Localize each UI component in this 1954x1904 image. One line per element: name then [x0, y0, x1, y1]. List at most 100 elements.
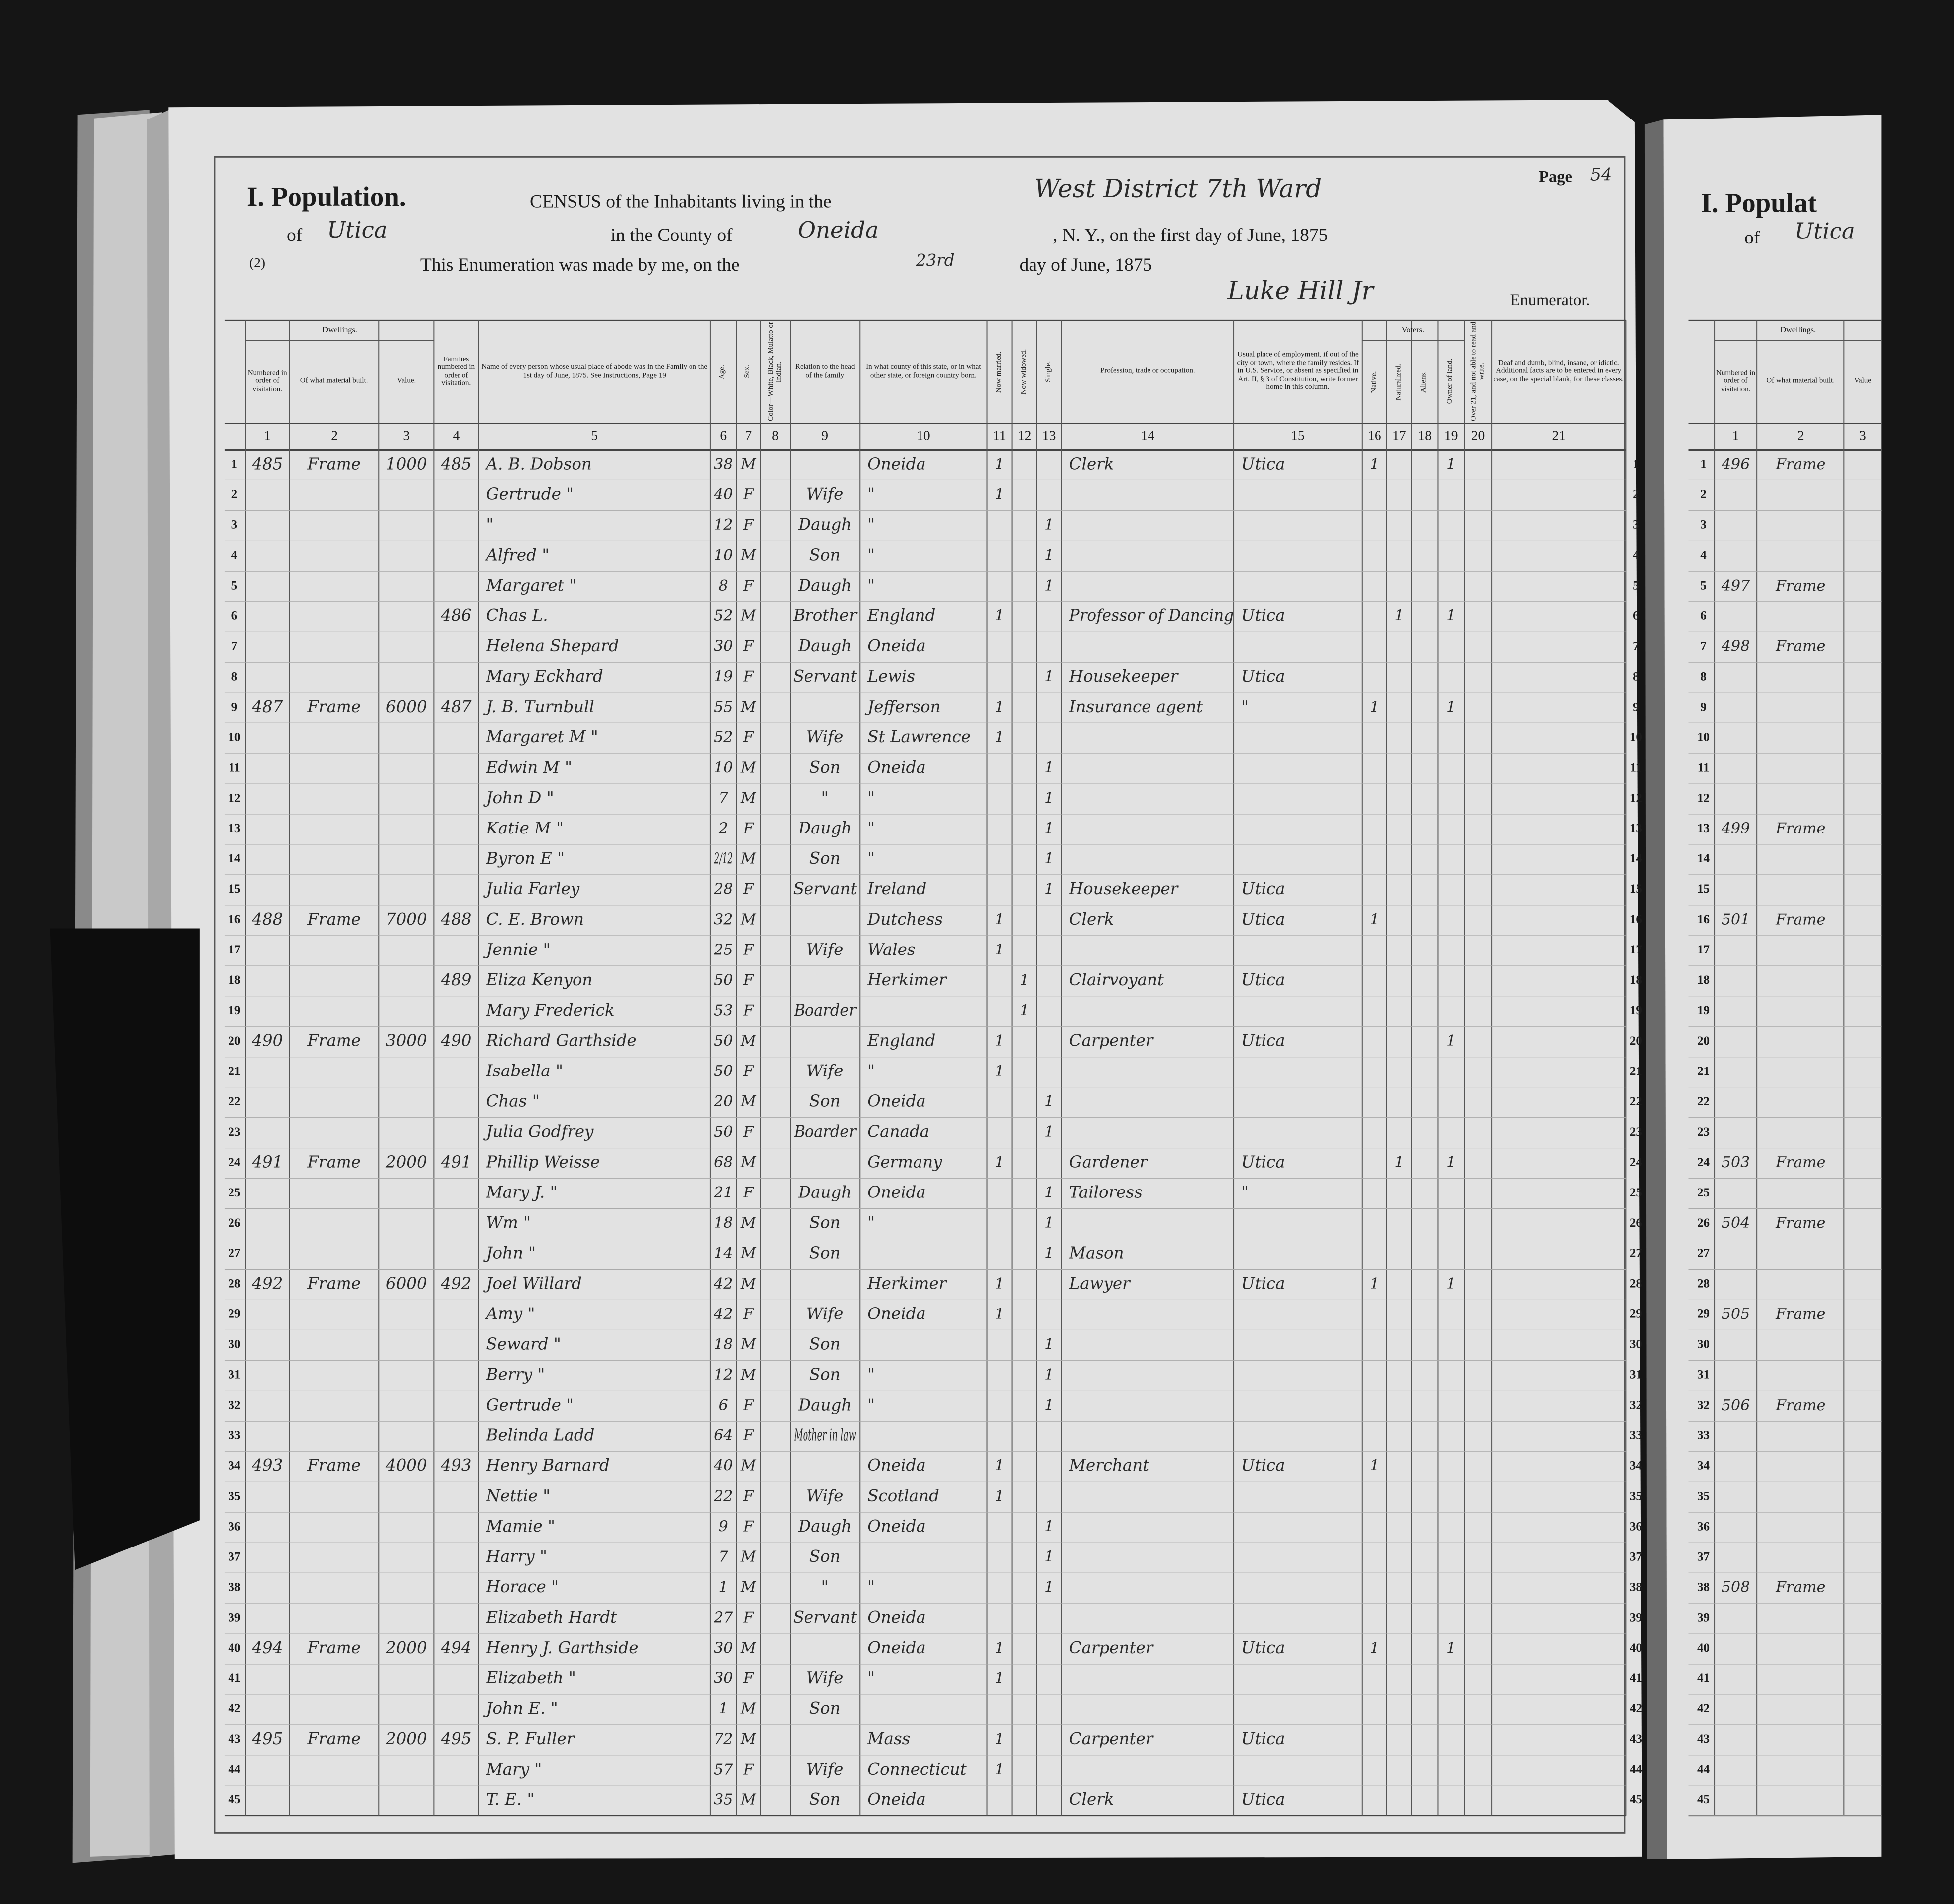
line-number: 30: [1630, 1338, 1642, 1351]
entry-col-14: Carpenter: [1069, 1031, 1154, 1050]
column-header: Profession, trade or occupation.: [1062, 320, 1234, 424]
entry-col-6: 28: [713, 880, 733, 898]
entry-col-19: 1: [1446, 1275, 1456, 1293]
entry-col-11: 1: [995, 1669, 1004, 1687]
entry-col-4: 492: [440, 1274, 471, 1293]
column-header: Sex.: [736, 320, 760, 424]
entry-col-6: 50: [714, 1032, 733, 1050]
entry-col-16: 1: [1370, 1275, 1379, 1293]
entry-col-1: 492: [251, 1274, 283, 1293]
entry-col-19: 1: [1446, 699, 1456, 716]
entry-col-10: ": [867, 1668, 875, 1687]
entry-col-7: F: [743, 1002, 754, 1019]
entry-col-11: 1: [995, 1761, 1004, 1778]
entry-col-7: M: [740, 1457, 757, 1475]
line-number: 27: [1630, 1247, 1642, 1260]
right-line-number: 23: [1697, 1125, 1710, 1139]
column-number: 19: [1444, 427, 1458, 443]
right-entry-col-1: 496: [1721, 456, 1750, 473]
column-header: Aliens.: [1412, 340, 1438, 424]
right-of-label: of: [1744, 228, 1760, 248]
entry-col-6: 53: [714, 1002, 733, 1019]
line-number: 43: [1630, 1732, 1642, 1746]
entry-col-15: Utica: [1241, 1456, 1285, 1475]
entry-col-15: Utica: [1241, 1790, 1285, 1809]
entry-col-9: Daugh: [798, 1395, 852, 1414]
right-column-number: 3: [1859, 427, 1866, 443]
entry-col-9: Wife: [806, 1760, 844, 1779]
line-number: 21: [228, 1065, 240, 1078]
entry-col-6: 42: [713, 1275, 733, 1293]
right-line-number: 36: [1697, 1520, 1710, 1533]
entry-col-9: Wife: [806, 484, 844, 503]
entry-col-5: Alfred ": [484, 545, 549, 564]
entry-col-13: 1: [1044, 790, 1054, 807]
right-line-number: 29: [1697, 1308, 1710, 1321]
right-line-number: 21: [1697, 1065, 1710, 1078]
entry-col-7: F: [743, 1397, 754, 1414]
entry-col-3: 2000: [385, 1729, 427, 1748]
column-header-box: Single.: [1045, 361, 1053, 382]
right-line-number: 13: [1697, 822, 1710, 835]
entry-col-7: M: [740, 1640, 757, 1657]
column-number: 9: [821, 427, 828, 443]
column-header-box: Native.: [1371, 371, 1378, 393]
column-header-box: Owner of land.: [1447, 359, 1455, 404]
column-header: Of what material built.: [289, 340, 379, 424]
entry-col-10: ": [867, 1365, 875, 1384]
entry-col-13: 1: [1044, 547, 1054, 564]
right-line-number: 16: [1697, 913, 1710, 926]
entry-col-4: 491: [440, 1153, 471, 1172]
entry-col-5: Gertrude ": [486, 484, 574, 503]
entry-col-5: Margaret M ": [485, 727, 598, 746]
entry-col-4: 487: [440, 697, 471, 716]
entry-col-7: F: [743, 638, 754, 655]
entry-col-13: 1: [1044, 1579, 1054, 1596]
entry-col-5: A. B. Dobson: [484, 454, 591, 473]
line-number: 1: [231, 458, 238, 471]
entry-col-16: 1: [1370, 699, 1379, 716]
line-number: 41: [1630, 1671, 1642, 1685]
entry-col-9: Daugh: [798, 819, 852, 837]
entry-col-13: 1: [1044, 820, 1054, 837]
entry-col-19: 1: [1446, 607, 1456, 625]
entry-col-4: 495: [440, 1729, 471, 1748]
line-number: 27: [228, 1247, 240, 1260]
line-number: 11: [1630, 761, 1642, 774]
line-number: 40: [1630, 1641, 1642, 1655]
entry-col-1: 494: [251, 1638, 283, 1657]
line-number: 5: [1633, 579, 1639, 593]
right-entry-col-2: Frame: [1775, 820, 1825, 837]
line-number: 36: [228, 1520, 240, 1533]
column-header-text: Relation to the head of the family: [795, 363, 855, 380]
column-number: 20: [1471, 427, 1485, 443]
column-number: 14: [1141, 427, 1155, 443]
entry-col-7: F: [743, 1063, 754, 1080]
entry-col-9: Servant: [793, 667, 858, 686]
column-header-box: Usual place of employment, if out of the…: [1237, 352, 1359, 391]
line-number: 4: [1633, 549, 1639, 562]
line-number: 5: [231, 579, 238, 593]
entry-col-9: Son: [809, 758, 841, 777]
entry-col-5: Edwin M ": [485, 758, 572, 777]
right-line-number: 24: [1697, 1156, 1710, 1169]
entry-col-9: Daugh: [798, 576, 852, 595]
right-line-number: 11: [1698, 761, 1710, 774]
entry-col-16: 1: [1370, 1640, 1379, 1657]
right-entry-col-2: Frame: [1775, 638, 1825, 655]
right-line-number: 28: [1697, 1277, 1710, 1291]
column-header-box: Value.: [397, 378, 416, 385]
entry-col-10: ": [867, 545, 875, 564]
right-entry-col-2: Frame: [1775, 1154, 1825, 1171]
line-number: 10: [228, 730, 240, 744]
line-number: 42: [228, 1702, 240, 1715]
entry-col-6: 42: [713, 1306, 733, 1323]
entry-col-5: Mary J. ": [485, 1183, 557, 1202]
line-number: 19: [1630, 1004, 1642, 1017]
entry-col-5: Gertrude ": [486, 1395, 574, 1414]
entry-col-6: 50: [714, 971, 733, 989]
column-number: 3: [403, 427, 410, 443]
column-header: Now widowed.: [1012, 320, 1037, 424]
entry-col-5: Mary Frederick: [485, 1001, 614, 1020]
line-number: 44: [1630, 1763, 1643, 1776]
